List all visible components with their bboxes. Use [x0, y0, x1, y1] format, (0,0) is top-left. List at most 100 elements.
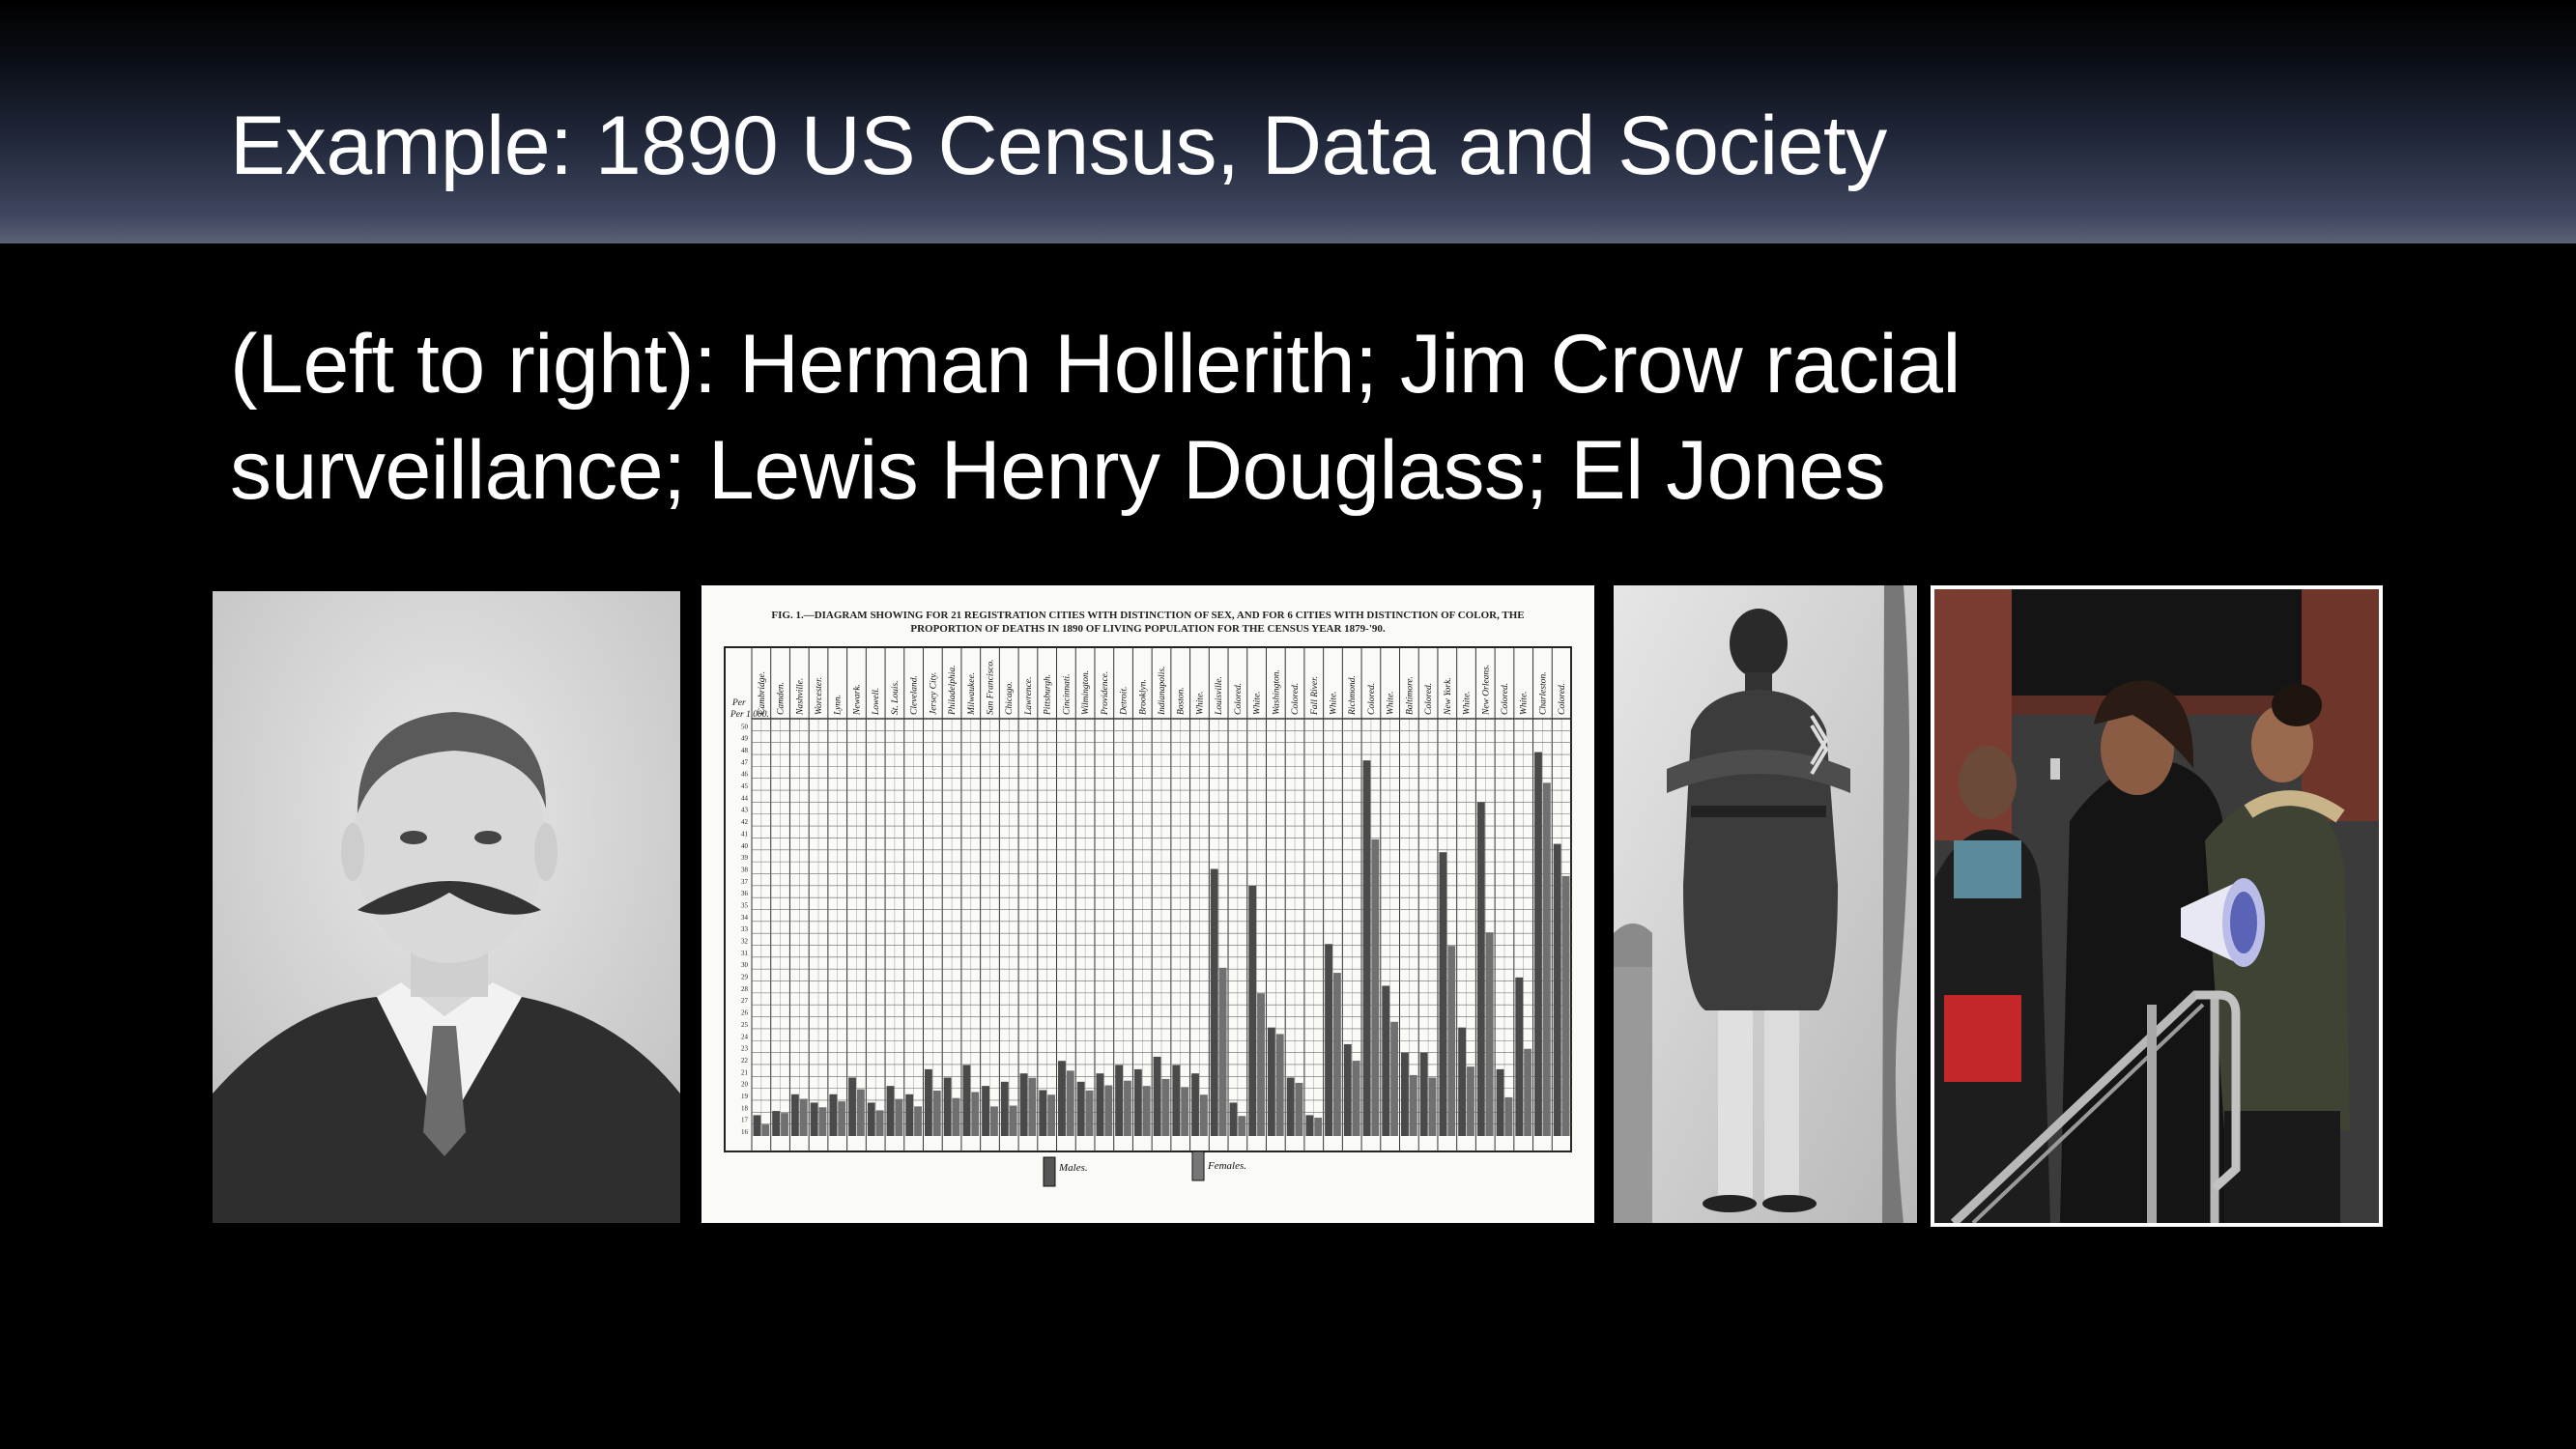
diagram-city-label: Camden.	[777, 682, 787, 715]
diagram-city-label: Charleston.	[1538, 671, 1548, 715]
diagram-city-label: Louisville.	[1215, 676, 1224, 716]
diagram-bar-females	[1447, 946, 1456, 1136]
diagram-tick-label: 16	[741, 1128, 749, 1136]
diagram-bar-males	[1248, 885, 1257, 1136]
diagram-bar-males	[1210, 868, 1218, 1136]
diagram-bar-females	[1047, 1094, 1056, 1136]
diagram-bar-females	[1066, 1070, 1074, 1136]
diagram-bar-males	[1419, 1052, 1428, 1136]
diagram-bar-females	[932, 1090, 941, 1136]
diagram-city-label: White.	[1520, 691, 1530, 715]
diagram-bar-females	[856, 1089, 865, 1136]
diagram-tick-label: 24	[741, 1033, 749, 1040]
diagram-bar-females	[1485, 932, 1494, 1136]
diagram-city-label: Cambridge.	[758, 671, 767, 715]
diagram-bar-females	[838, 1101, 846, 1136]
diagram-bar-males	[790, 1094, 799, 1136]
diagram-city-label: St. Louis.	[891, 680, 901, 715]
diagram-bar-females	[875, 1110, 884, 1136]
diagram-caption-line-2: PROPORTION OF DEATHS IN 1890 OF LIVING P…	[910, 623, 1386, 635]
slide-body-text: (Left to right): Herman Hollerith; Jim C…	[230, 318, 1961, 517]
diagram-bar-males	[1096, 1073, 1104, 1136]
diagram-tick-label: 23	[741, 1045, 749, 1053]
diagram-tick-label: 33	[741, 925, 749, 933]
diagram-bar-females	[1428, 1077, 1437, 1136]
per-thousand-label-2: Per 1,000.	[730, 710, 769, 720]
diagram-city-label: Lowell.	[872, 688, 881, 716]
diagram-bar-males	[810, 1102, 818, 1136]
diagram-city-label: Fall River.	[1310, 676, 1320, 716]
diagram-tick-label: 20	[741, 1081, 749, 1089]
legend-females-label: Females.	[1207, 1160, 1246, 1172]
diagram-city-label: Cincinnati.	[1062, 674, 1072, 716]
diagram-bar-males	[962, 1065, 971, 1136]
diagram-bar-males	[1476, 802, 1485, 1136]
diagram-bar-females	[799, 1098, 808, 1136]
diagram-city-label: Colored.	[1291, 683, 1301, 715]
diagram-tick-label: 38	[741, 866, 749, 873]
diagram-city-label: Lawrence.	[1024, 677, 1034, 717]
diagram-city-label: Boston.	[1177, 687, 1187, 715]
diagram-city-label: Pittsburgh.	[1044, 674, 1053, 716]
diagram-city-label: Providence.	[1101, 671, 1110, 716]
diagram-bar-females	[1009, 1105, 1017, 1136]
diagram-tick-label: 18	[741, 1104, 749, 1112]
diagram-bar-males	[1534, 752, 1542, 1136]
diagram-city-label: Colored.	[1367, 683, 1377, 715]
diagram-city-label: New York.	[1444, 677, 1453, 716]
diagram-bar-females	[914, 1106, 922, 1136]
diagram-bar-males	[886, 1086, 895, 1136]
diagram-tick-label: 30	[741, 961, 749, 969]
diagram-tick-label: 43	[741, 807, 749, 814]
diagram-tick-label: 35	[741, 901, 749, 909]
diagram-bar-females	[1524, 1048, 1532, 1136]
diagram-city-label: White.	[1463, 691, 1473, 715]
diagram-bar-males	[1362, 760, 1371, 1136]
diagram-bar-females	[761, 1124, 770, 1136]
diagram-tick-label: 45	[741, 782, 749, 790]
diagram-bar-males	[1058, 1061, 1066, 1136]
diagram-bar-males	[1267, 1027, 1275, 1136]
diagram-bar-males	[982, 1086, 990, 1136]
diagram-tick-label: 47	[741, 758, 749, 766]
census-diagram: FIG. 1.—DIAGRAM SHOWING FOR 21 REGISTRAT…	[724, 610, 1572, 1187]
diagram-city-label: Richmond.	[1348, 675, 1358, 716]
diagram-city-label: White.	[1253, 691, 1263, 715]
photo-herman-hollerith	[213, 591, 680, 1223]
diagram-bar-males	[1305, 1115, 1314, 1136]
diagram-city-label: Detroit.	[1120, 687, 1130, 716]
diagram-bar-females	[1314, 1117, 1323, 1136]
diagram-city-label: Philadelphia.	[948, 666, 958, 716]
diagram-bar-females	[1181, 1087, 1189, 1136]
diagram-bar-females	[952, 1097, 960, 1136]
diagram-tick-label: 26	[741, 1009, 749, 1017]
diagram-bar-females	[1504, 1096, 1513, 1136]
diagram-bar-females	[1275, 1034, 1284, 1136]
census-diagram-image: FIG. 1.—DIAGRAM SHOWING FOR 21 REGISTRAT…	[701, 585, 1594, 1223]
diagram-tick-label: 34	[741, 914, 749, 922]
diagram-bar-males	[1115, 1065, 1124, 1136]
diagram-tick-label: 37	[741, 878, 749, 886]
diagram-bar-males	[829, 1094, 838, 1136]
diagram-bar-females	[1218, 967, 1227, 1136]
diagram-tick-label: 49	[741, 735, 749, 743]
diagram-city-label: Cleveland.	[910, 675, 920, 715]
diagram-bar-males	[1496, 1068, 1504, 1136]
diagram-city-label: Colored.	[1234, 683, 1244, 715]
diagram-city-label: Worcester.	[815, 677, 824, 715]
photo-lewis-henry-douglass	[1614, 585, 1917, 1223]
legend-males-label: Males.	[1058, 1162, 1088, 1174]
diagram-bar-males	[1553, 843, 1561, 1136]
diagram-tick-label: 40	[741, 842, 749, 850]
diagram-tick-label: 27	[741, 997, 749, 1005]
diagram-tick-label: 17	[741, 1117, 749, 1124]
diagram-city-label: Baltimore.	[1405, 676, 1415, 715]
diagram-city-label: Indianapolis.	[1158, 667, 1167, 716]
diagram-bar-males	[1325, 944, 1332, 1136]
diagram-bar-females	[1085, 1090, 1094, 1136]
diagram-tick-label: 44	[741, 794, 749, 802]
diagram-bar-females	[818, 1107, 827, 1136]
diagram-city-label: New Orleans.	[1481, 665, 1491, 716]
diagram-bar-females	[895, 1098, 903, 1136]
diagram-bar-males	[905, 1094, 914, 1136]
